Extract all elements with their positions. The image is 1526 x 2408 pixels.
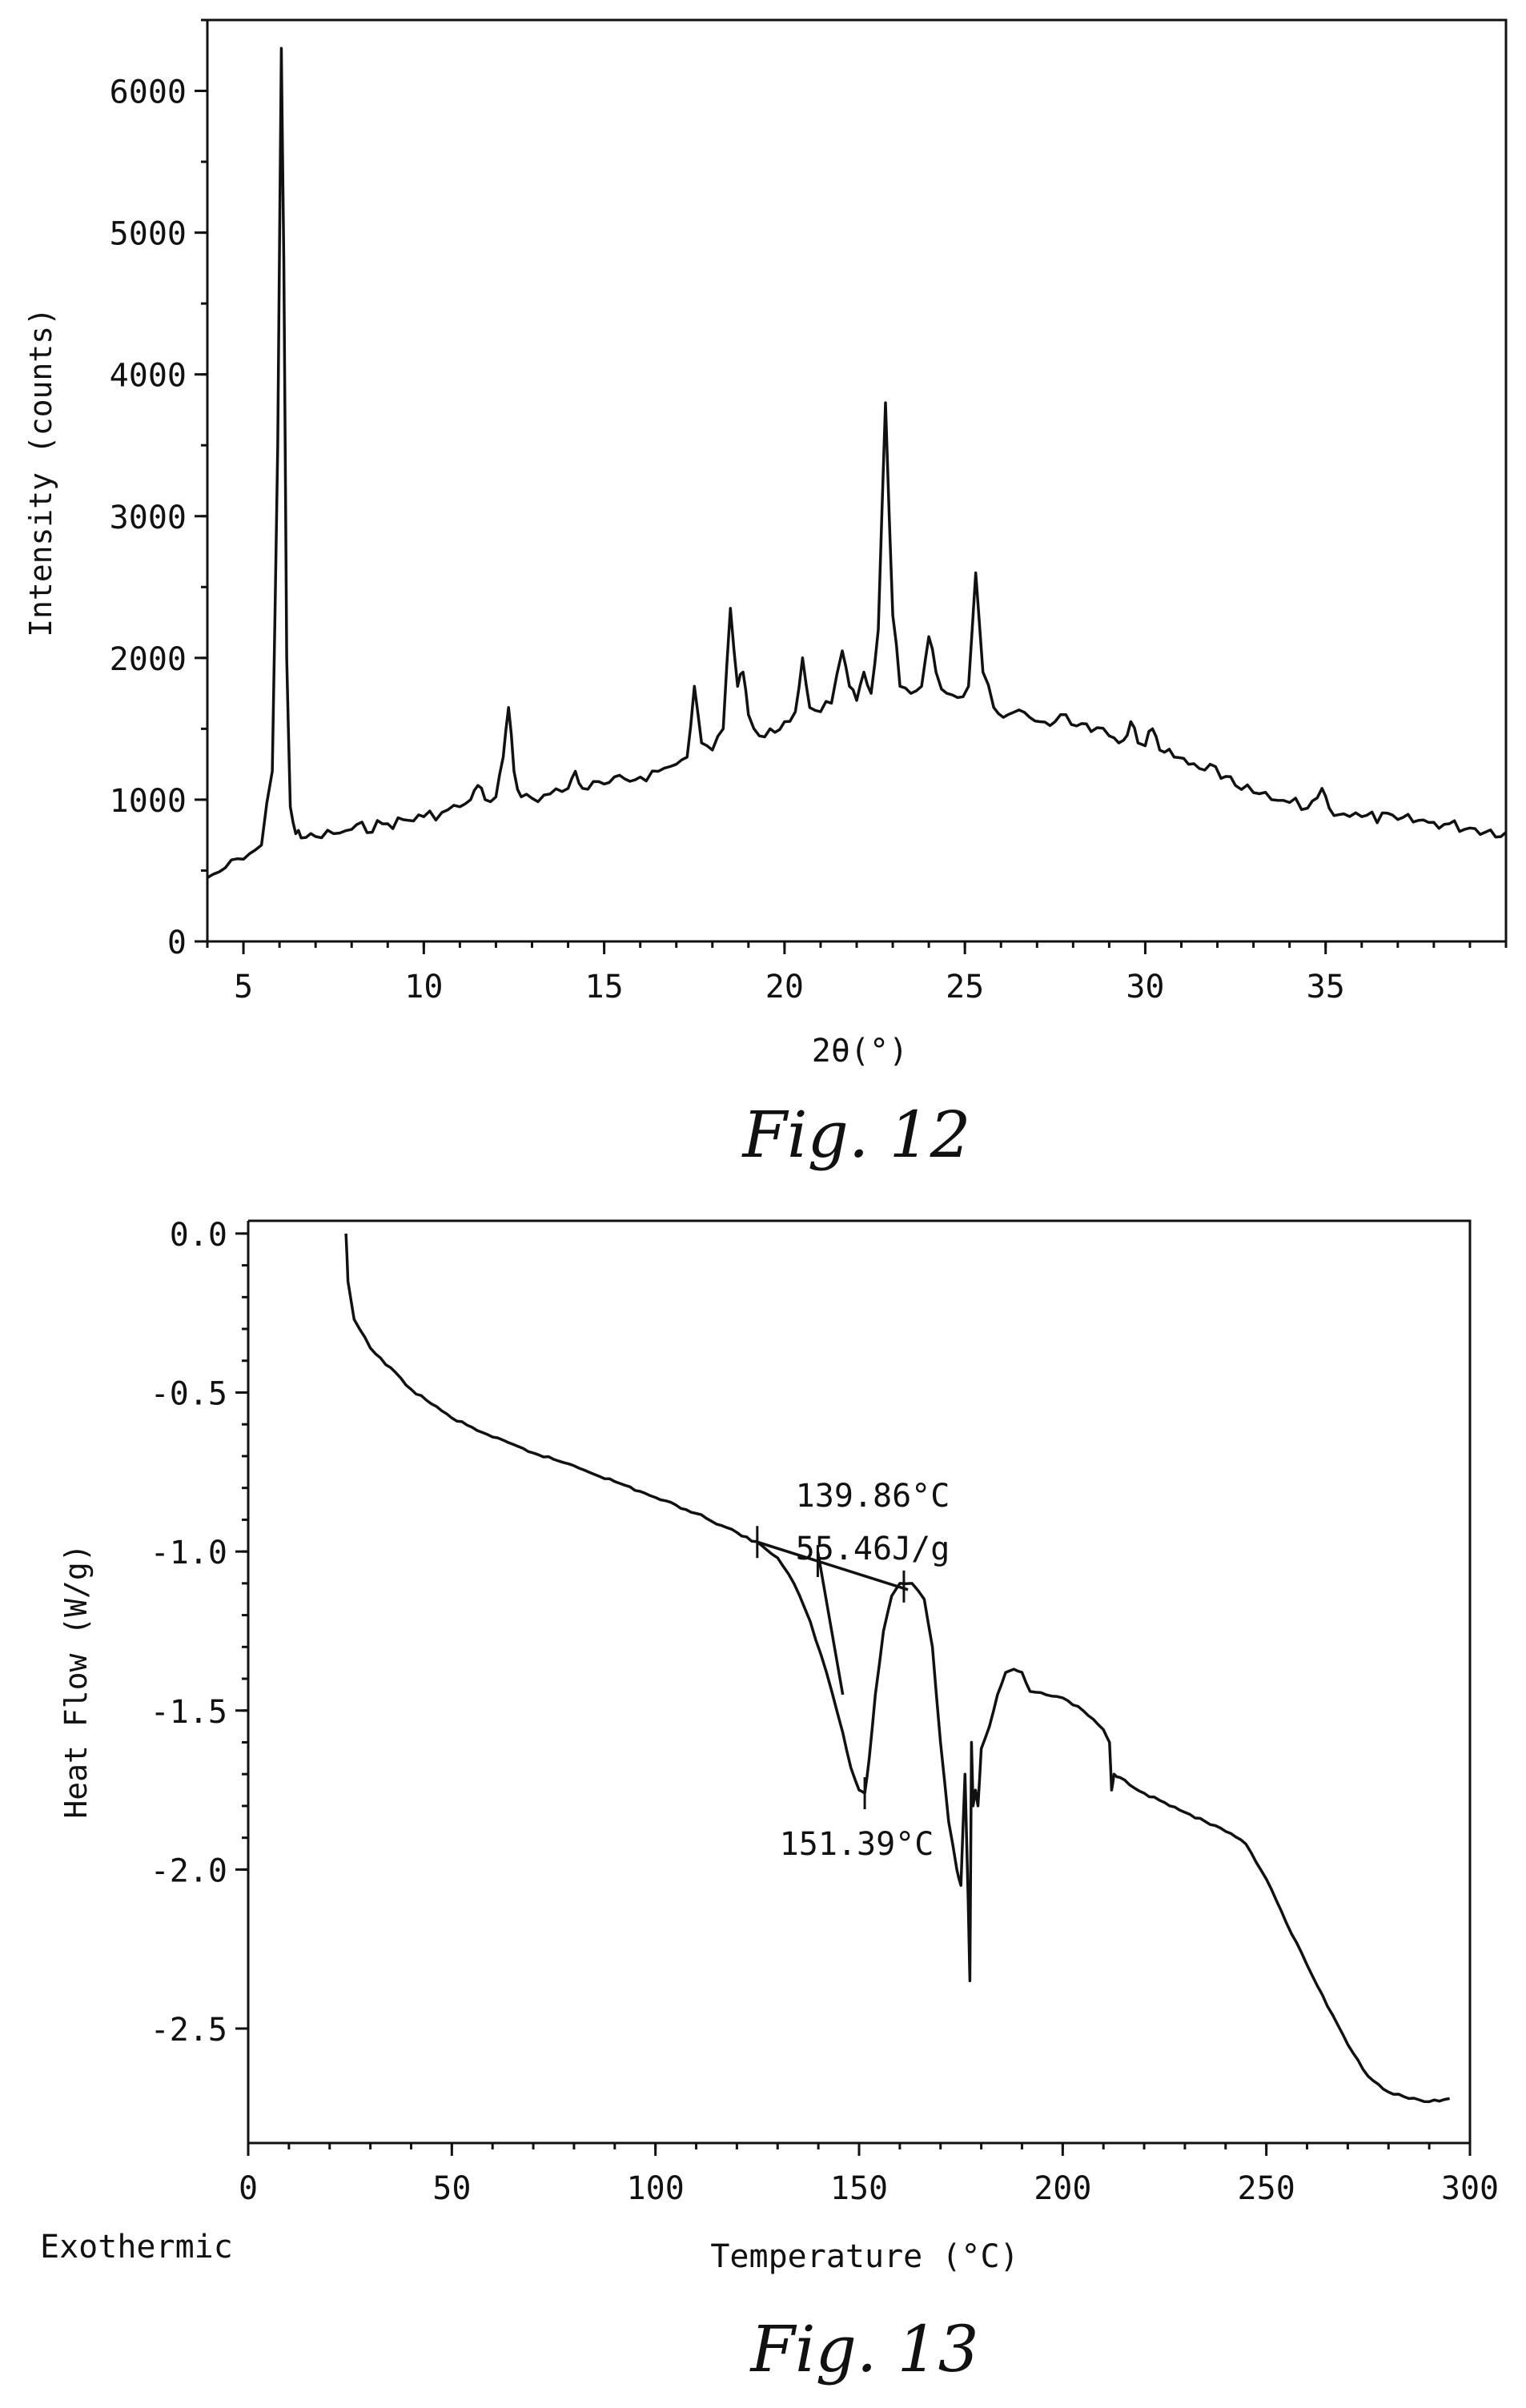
x-tick-label: 10 [404,969,443,1005]
fig-12-caption: Fig. 12 [741,1098,971,1172]
x-tick-label: 20 [765,969,804,1005]
y-tick-label: 0.0 [170,1217,227,1254]
y-tick-label: 6000 [110,74,187,111]
xrpd-x-ticks: 5 10 15 20 25 30 35 [206,941,1508,1005]
dsc-x-ticks: 0 50 100 150 200 250 300 [239,2143,1499,2207]
y-tick-label: 2000 [110,641,187,678]
dsc-peak-markers [756,1526,906,1810]
y-tick-label: 1000 [110,783,187,820]
x-tick-label: 25 [946,969,984,1005]
dsc-onset-tangent [816,1551,845,1696]
x-tick-label: 150 [830,2170,888,2207]
y-tick-label: -0.5 [151,1376,227,1413]
xrpd-y-axis-label: Intensity (counts) [23,307,58,637]
x-tick-label: 5 [234,969,253,1005]
chart-dsc: 0.0 -0.5 -1.0 -1.5 -2.0 -2.5 0 50 100 150 200 250 3… [40,1217,1499,2275]
dsc-y-ticks: 0.0 -0.5 -1.0 -1.5 -2.0 -2.5 [151,1217,248,2049]
y-tick-label: 0 [167,925,187,961]
y-tick-label: 3000 [110,500,187,536]
x-tick-label: 100 [627,2170,685,2207]
y-tick-label: -2.0 [151,1852,227,1889]
y-tick-label: 5000 [110,216,187,253]
fig-13-caption: Fig. 13 [749,2312,979,2386]
y-tick-label: 4000 [110,358,187,395]
x-tick-label: 50 [432,2170,471,2207]
x-tick-label: 15 [585,969,624,1005]
dsc-peak-integration-baseline [757,1540,909,1591]
xrpd-intensity-trace [207,46,1508,879]
xrpd-y-ticks: 0 1000 2000 3000 4000 5000 6000 [110,18,207,961]
x-tick-label: 35 [1307,969,1345,1005]
y-tick-label: -1.5 [151,1694,227,1731]
x-tick-label: 300 [1441,2170,1499,2207]
dsc-x-axis-label: Temperature (°C) [710,2238,1018,2275]
y-tick-label: -2.5 [151,2012,227,2049]
x-tick-label: 250 [1238,2170,1295,2207]
dsc-exothermic-label: Exothermic [40,2229,233,2266]
y-tick-label: -1.0 [151,1535,227,1571]
x-tick-label: 30 [1126,969,1164,1005]
x-tick-label: 0 [239,2170,258,2207]
dsc-enthalpy-label: 55.46J/g [796,1531,950,1567]
x-tick-label: 200 [1034,2170,1091,2207]
dsc-y-axis-label: Heat Flow (W/g) [58,1543,94,1818]
dsc-onset-temperature-label: 139.86°C [796,1478,950,1515]
dsc-heat-flow-trace [344,1233,1450,2104]
xrpd-x-axis-label: 2θ(°) [812,1033,908,1070]
dsc-peak-temperature-label: 151.39°C [780,1826,934,1863]
